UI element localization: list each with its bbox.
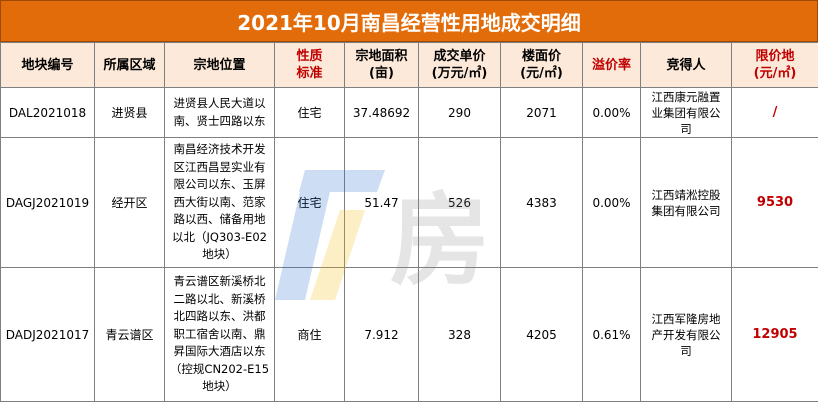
- header-area-line2: (亩): [369, 66, 394, 81]
- header-area-line1: 宗地面积: [355, 49, 408, 64]
- header-unit-price-line2: (万元/㎡): [431, 66, 488, 81]
- header-nature-line2: 标准: [296, 66, 323, 81]
- cell-limit: 12905: [731, 267, 818, 402]
- cell-premium: 0.61%: [582, 267, 641, 402]
- cell-plot-no: DAGJ2021019: [0, 137, 95, 268]
- header-location: 宗地位置: [164, 42, 275, 88]
- header-bidder: 竞得人: [640, 42, 732, 88]
- cell-floor-price: 2071: [500, 87, 583, 138]
- header-nature-line1: 性质: [296, 49, 323, 64]
- cell-location: 进贤县人民大道以 南、贤士四路以东: [164, 87, 275, 138]
- cell-area: 51.47: [344, 137, 419, 268]
- header-area: 宗地面积 (亩): [344, 42, 419, 88]
- cell-premium: 0.00%: [582, 137, 641, 268]
- cell-area: 7.912: [344, 267, 419, 402]
- bidder-line: 业集团有限公: [651, 105, 721, 120]
- table-row: DADJ2021017 青云谱区 青云谱区新溪桥北 二路以北、新溪桥 北四路以东、洪…: [0, 267, 818, 402]
- location-line: 路以西、储备用地: [173, 212, 266, 227]
- transaction-table: 地块编号 所属区域 宗地位置 性质标准 宗地面积 (亩) 成交单价 (万元/㎡) 楼…: [0, 42, 818, 402]
- cell-nature: 商住: [274, 267, 345, 402]
- location-line: 南昌经济技术开发: [173, 142, 266, 157]
- header-limit-line2: (元/㎡): [753, 66, 797, 81]
- location-line: 青云谱区新溪桥北: [173, 274, 266, 289]
- location-line: 职工宿舍以南、鼎: [173, 326, 266, 341]
- cell-limit: /: [731, 87, 818, 138]
- location-line: 进贤县人民大道以: [173, 96, 266, 110]
- cell-district: 经开区: [94, 137, 165, 268]
- header-row: 地块编号 所属区域 宗地位置 性质标准 宗地面积 (亩) 成交单价 (万元/㎡) 楼…: [0, 42, 818, 88]
- cell-district: 青云谱区: [94, 267, 165, 402]
- location-line: 二路以北、新溪桥: [173, 291, 266, 306]
- bidder-line: 江西靖淞控股: [651, 187, 721, 202]
- header-limit: 限价地 (元/㎡): [731, 42, 818, 88]
- cell-limit: 9530: [731, 137, 818, 268]
- location-line: （控规CN202-E15: [169, 361, 270, 376]
- cell-floor-price: 4205: [500, 267, 583, 402]
- cell-floor-price: 4383: [500, 137, 583, 268]
- cell-nature: 住宅: [274, 137, 345, 268]
- cell-plot-no: DADJ2021017: [0, 267, 95, 402]
- bidder-line: 江西康元融置: [651, 89, 721, 104]
- location-line: 区江西昌昱实业有: [173, 159, 266, 174]
- cell-premium: 0.00%: [582, 87, 641, 138]
- cell-plot-no: DAL2021018: [0, 87, 95, 138]
- cell-location: 南昌经济技术开发 区江西昌昱实业有 限公司以东、玉屏 西大街以南、范家 路以西、储备用地…: [164, 137, 275, 268]
- cell-bidder: 江西靖淞控股 集团有限公司: [640, 137, 732, 268]
- cell-bidder: 江西军隆房地 产开发有限公司: [640, 267, 732, 402]
- bidder-line: 司: [680, 121, 692, 136]
- location-line: 北四路以东、洪都: [173, 309, 266, 324]
- table-row: DAGJ2021019 经开区 南昌经济技术开发 区江西昌昱实业有 限公司以东、玉屏…: [0, 137, 818, 268]
- location-line: 西大街以南、范家: [173, 194, 266, 209]
- header-floor-price: 楼面价 (元/㎡): [500, 42, 583, 88]
- header-plot-no: 地块编号: [0, 42, 95, 88]
- bidder-line: 江西军隆房地: [651, 311, 721, 326]
- header-premium: 溢价率: [582, 42, 641, 88]
- header-floor-price-line2: (元/㎡): [520, 66, 563, 81]
- location-line: 以北（JQ303-E02: [172, 229, 267, 244]
- location-line: 限公司以东、玉屏: [173, 177, 266, 192]
- header-unit-price-line1: 成交单价: [433, 49, 486, 64]
- header-floor-price-line1: 楼面价: [521, 49, 561, 64]
- cell-area: 37.48692: [344, 87, 419, 138]
- table-title: 2021年10月南昌经营性用地成交明细: [0, 0, 818, 42]
- location-line: 地块）: [202, 379, 237, 394]
- location-line: 南、贤士四路以东: [173, 113, 266, 128]
- location-line: 地块）: [202, 247, 237, 262]
- cell-unit-price: 290: [418, 87, 501, 138]
- cell-nature: 住宅: [274, 87, 345, 138]
- cell-location: 青云谱区新溪桥北 二路以北、新溪桥 北四路以东、洪都 职工宿舍以南、鼎 昇国际大酒店以东…: [164, 267, 275, 402]
- cell-district: 进贤县: [94, 87, 165, 138]
- cell-bidder: 江西康元融置 业集团有限公司: [640, 87, 732, 138]
- header-nature: 性质 标准: [274, 42, 345, 88]
- cell-unit-price: 328: [418, 267, 501, 402]
- table-row: DAL2021018 进贤县 进贤县人民大道以 南、贤士四路以东 住宅 37.48…: [0, 87, 818, 138]
- header-district: 所属区域: [94, 42, 165, 88]
- cell-unit-price: 526: [418, 137, 501, 268]
- bidder-line: 产开发有限公: [651, 327, 721, 342]
- header-limit-line1: 限价地: [755, 49, 795, 64]
- location-line: 昇国际大酒店以东: [173, 344, 266, 359]
- header-unit-price: 成交单价 (万元/㎡): [418, 42, 501, 88]
- bidder-line: 司: [680, 343, 692, 358]
- bidder-line: 集团有限公司: [651, 203, 721, 218]
